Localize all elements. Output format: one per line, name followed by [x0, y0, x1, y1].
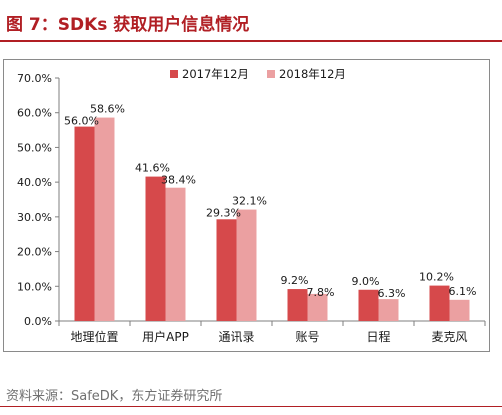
- y-tick-label: 30.0%: [17, 211, 52, 224]
- bar: [358, 289, 379, 321]
- data-label: 6.3%: [378, 287, 406, 300]
- data-label: 6.1%: [449, 285, 477, 298]
- y-tick-label: 20.0%: [17, 246, 52, 259]
- bar: [74, 126, 95, 321]
- bar: [236, 209, 257, 321]
- chart-frame: 0.0% 10.0% 20.0% 30.0% 40.0% 50.0% 60.0% 70.0% 地…: [3, 59, 490, 352]
- bar: [145, 176, 166, 321]
- y-tick-label: 60.0%: [17, 107, 52, 120]
- bar: [449, 299, 470, 321]
- figure-title: 图 7：SDKs 获取用户信息情况: [6, 15, 250, 35]
- x-category-label: 麦克风: [431, 330, 467, 344]
- x-category-label: 地理位置: [70, 329, 118, 344]
- data-label: 32.1%: [232, 195, 267, 208]
- legend-label: 2018年12月: [279, 67, 346, 81]
- legend-swatch: [170, 70, 178, 78]
- title-divider: [0, 40, 502, 42]
- data-label: 9.2%: [281, 274, 309, 287]
- bottom-divider: [0, 406, 502, 407]
- data-label: 38.4%: [161, 174, 196, 187]
- data-label: 9.0%: [352, 275, 380, 288]
- bar: [94, 117, 115, 322]
- bar: [287, 289, 308, 321]
- y-tick-label: 10.0%: [17, 280, 52, 293]
- y-tick-label: 50.0%: [17, 141, 52, 154]
- data-label: 10.2%: [419, 271, 454, 284]
- bar-chart: 0.0% 10.0% 20.0% 30.0% 40.0% 50.0% 60.0% 70.0% 地…: [17, 67, 486, 344]
- bar: [216, 219, 237, 321]
- legend-label: 2017年12月: [182, 67, 249, 81]
- bar: [378, 299, 399, 321]
- data-label: 58.6%: [90, 103, 125, 116]
- bar: [429, 285, 450, 321]
- legend-swatch: [267, 70, 275, 78]
- y-tick-label: 70.0%: [17, 72, 52, 85]
- data-label: 7.8%: [307, 286, 335, 299]
- source-note: 资料来源：SafeDK，东方证券研究所: [6, 389, 223, 404]
- x-category-label: 通讯录: [218, 330, 254, 344]
- x-category-label: 日程: [366, 329, 390, 344]
- bar: [307, 293, 328, 321]
- data-label: 29.3%: [206, 207, 241, 220]
- data-label: 56.0%: [64, 115, 99, 128]
- x-category-label: 账号: [295, 330, 319, 344]
- x-category-label: 用户APP: [142, 329, 189, 344]
- y-tick-label: 0.0%: [24, 315, 52, 328]
- data-label: 41.6%: [135, 162, 170, 175]
- y-tick-label: 40.0%: [17, 176, 52, 189]
- bar: [165, 187, 186, 321]
